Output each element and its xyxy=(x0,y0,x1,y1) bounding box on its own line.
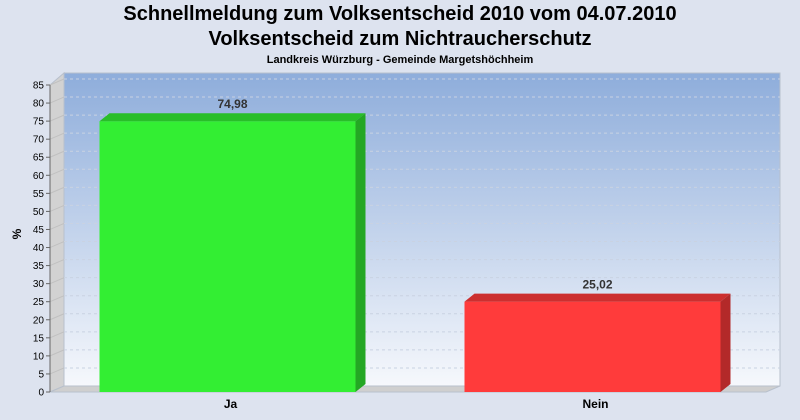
y-tick-label: 0 xyxy=(38,388,44,399)
bar-front xyxy=(464,301,721,392)
plot-side-wall xyxy=(49,71,65,393)
y-tick-label: 75 xyxy=(33,117,45,128)
gridline-side xyxy=(49,295,65,303)
x-tick-label: Ja xyxy=(224,397,238,411)
gridline-side xyxy=(49,313,65,321)
y-tick-label: 15 xyxy=(33,333,45,344)
bar-side xyxy=(355,113,366,392)
chart-title: Schnellmeldung zum Volksentscheid 2010 v… xyxy=(123,3,677,25)
gridline-side xyxy=(49,168,65,176)
gridline-side xyxy=(49,241,65,248)
y-tick-label: 5 xyxy=(38,369,44,380)
gridline-side xyxy=(49,223,65,230)
y-tick-label: 85 xyxy=(33,81,45,92)
y-tick-label: 55 xyxy=(33,189,45,200)
gridline-side xyxy=(49,96,65,104)
y-tick-label: 80 xyxy=(33,99,45,110)
y-tick-label: 70 xyxy=(33,135,45,146)
gridline-side xyxy=(49,150,65,158)
y-tick-label: 30 xyxy=(33,279,45,290)
y-tick-label: 65 xyxy=(33,153,45,164)
y-tick-label: 40 xyxy=(33,243,45,254)
bar-front xyxy=(99,121,356,392)
gridline-side xyxy=(49,204,65,212)
data-label: 74,98 xyxy=(217,97,247,111)
gridline-side xyxy=(49,349,65,357)
chart-subtitle: Landkreis Würzburg - Gemeinde Margetshöc… xyxy=(266,54,534,66)
gridline-side xyxy=(49,331,65,339)
bar-top xyxy=(464,293,731,302)
y-axis-label: % xyxy=(10,228,24,239)
gridline-side xyxy=(49,367,65,375)
y-tick-label: 20 xyxy=(33,315,45,326)
chart-title-line2: Volksentscheid zum Nichtraucherschutz xyxy=(208,28,592,50)
gridline-side xyxy=(49,114,65,122)
gridline-side xyxy=(49,259,65,267)
data-label: 25,02 xyxy=(582,278,612,292)
gridline-side xyxy=(49,132,65,140)
y-tick-label: 25 xyxy=(33,297,45,308)
gridline-side xyxy=(49,277,65,285)
gridline-side xyxy=(49,78,65,86)
bar-side xyxy=(720,293,731,392)
x-tick-label: Nein xyxy=(582,397,608,411)
y-tick-label: 50 xyxy=(33,207,45,218)
y-tick-label: 45 xyxy=(33,225,45,236)
gridline-side xyxy=(49,186,65,194)
bar-top xyxy=(99,113,366,122)
y-tick-label: 60 xyxy=(33,171,45,182)
y-tick-label: 35 xyxy=(33,261,45,272)
y-tick-label: 10 xyxy=(33,351,45,362)
